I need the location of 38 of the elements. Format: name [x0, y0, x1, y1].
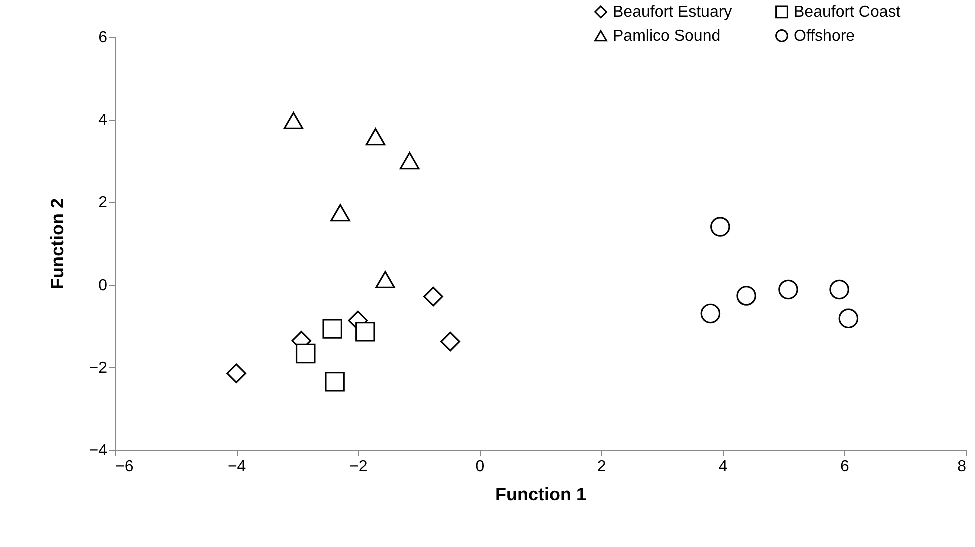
x-tick-label: −2	[350, 458, 368, 476]
point	[325, 372, 345, 392]
point	[830, 280, 850, 300]
point	[296, 344, 316, 364]
y-tick-label: 4	[98, 112, 108, 130]
point	[226, 364, 246, 384]
point	[700, 304, 721, 324]
point	[400, 152, 420, 170]
y-tick-label: 0	[98, 277, 108, 294]
legend-label: Offshore	[794, 28, 856, 45]
legend-label: Beaufort Estuary	[613, 4, 732, 22]
point	[284, 112, 304, 130]
point	[778, 280, 798, 300]
point	[376, 271, 396, 289]
x-tick-label: −6	[116, 458, 134, 476]
point	[366, 128, 386, 146]
x-tick-label: 2	[597, 458, 606, 476]
y-tick-label: 6	[98, 30, 108, 46]
point	[322, 319, 342, 339]
point	[710, 217, 730, 237]
x-axis-title: Function 1	[496, 484, 586, 504]
point	[356, 322, 376, 342]
y-tick-label: 2	[98, 194, 108, 212]
y-tick-label: −2	[89, 360, 108, 377]
point	[440, 332, 460, 352]
point	[424, 286, 444, 307]
x-tick-label: 6	[840, 458, 850, 476]
y-axis-title: Function 2	[47, 198, 68, 290]
y-tick-label: −4	[89, 442, 108, 460]
point	[838, 308, 859, 329]
legend-label: Beaufort Coast	[794, 4, 902, 22]
x-tick-label: −4	[228, 458, 246, 476]
point	[736, 286, 756, 306]
x-tick-label: 8	[958, 458, 967, 476]
x-tick-label: 0	[476, 458, 485, 476]
x-tick-label: 4	[718, 458, 728, 476]
legend-label: Pamlico Sound	[613, 28, 721, 45]
point	[330, 204, 350, 222]
